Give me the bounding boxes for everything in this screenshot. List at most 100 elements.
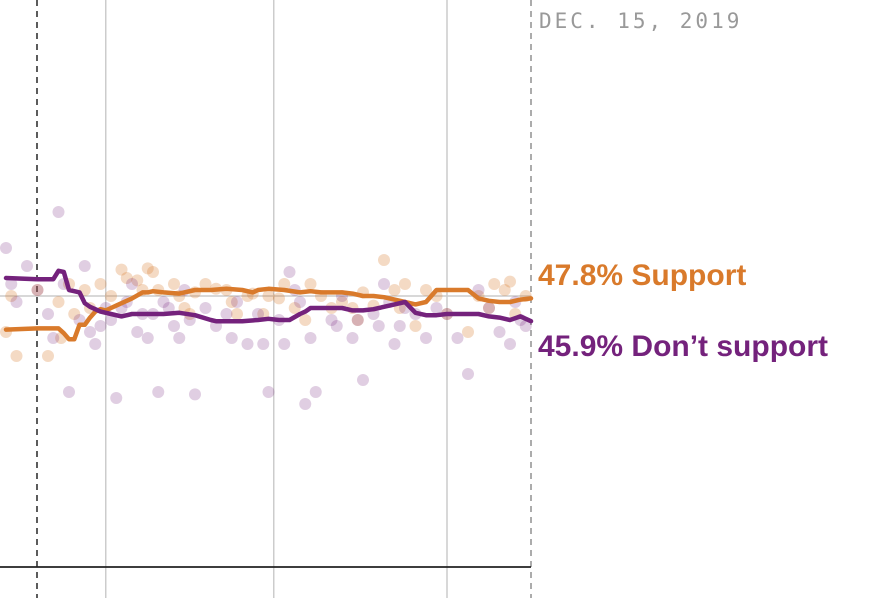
oppose-poll-dot [451,332,464,344]
support-poll-dot [141,262,154,275]
oppose-poll-dot [283,266,296,278]
oppose-poll-dot [262,386,275,398]
support-poll-dot [199,278,212,290]
oppose-poll-dot [110,392,123,404]
support-poll-dot [262,290,275,302]
support-poll-dot [420,284,432,296]
support-poll-dot [131,274,144,287]
oppose-poll-dot [493,326,506,338]
oppose-poll-dot [162,302,175,314]
support-poll-dot [278,278,291,290]
oppose-poll-dot [5,278,18,290]
oppose-poll-dot [31,284,44,296]
gridlines [0,0,531,598]
oppose-poll-dot [241,338,254,350]
oppose-poll-dot [519,320,532,332]
oppose-poll-dot [378,278,390,290]
support-poll-dot [10,350,23,362]
support-poll-dot [31,284,44,296]
support-poll-dot [94,278,107,290]
oppose-poll-dot [430,302,443,314]
oppose-poll-dot [42,308,54,320]
support-poll-dot [68,308,81,320]
oppose-poll-dot [325,314,338,326]
oppose-poll-dot [63,386,75,398]
support-poll-dot [388,284,401,296]
support-poll-dot [42,350,54,362]
support-poll-dot [299,314,312,326]
oppose-poll-dot [462,368,474,380]
oppose-poll-dot [126,278,138,290]
oppose-end-label: 45.9% Don’t support [538,330,828,363]
support-poll-dot [409,320,422,332]
support-poll-dot [488,278,501,290]
oppose-poll-dot [357,374,369,386]
oppose-poll-dot [189,388,201,401]
oppose-poll-dot [330,320,343,332]
oppose-poll-dot [299,398,312,410]
oppose-poll-dot [78,260,91,272]
oppose-poll-dot [304,332,317,344]
support-poll-dot [273,292,285,305]
oppose-poll-dot [220,308,233,320]
oppose-poll-dot [0,242,12,254]
support-poll-dot [351,314,364,326]
support-poll-dot [105,290,117,302]
oppose-poll-dot [225,332,238,344]
support-poll-dot [231,308,243,320]
oppose-poll-dot [52,206,65,218]
oppose-poll-dot [157,296,170,308]
oppose-poll-dot [231,296,243,308]
oppose-poll-dot [257,338,270,350]
oppose-poll-dot [199,302,212,314]
oppose-poll-dot [504,338,516,350]
oppose-poll-dot [84,326,96,338]
oppose-poll-dot [141,332,154,344]
oppose-poll-dot [152,386,165,398]
support-poll-dot [462,326,474,338]
support-poll-dot [336,296,348,308]
support-poll-dot [115,263,128,276]
oppose-trend-line [3,268,534,324]
support-trend-line [3,286,534,342]
oppose-poll-dot [420,332,432,344]
oppose-poll-dot [173,332,186,344]
oppose-poll-dot [372,320,385,332]
oppose-poll-dot [94,320,107,332]
support-poll-dot [483,302,495,314]
support-poll-dot [168,278,180,290]
oppose-poll-dot [278,338,291,350]
support-poll-dot [52,296,65,308]
support-poll-dot [304,278,317,290]
oppose-poll-dot [47,332,60,344]
support-poll-dot [399,278,411,290]
oppose-poll-dot [346,332,359,344]
oppose-poll-dot [131,326,144,338]
poll-dots [0,206,532,410]
oppose-poll-dot [168,320,180,332]
oppose-poll-dot [10,296,23,308]
support-poll-dot [378,254,390,266]
date-label: DEC. 15, 2019 [539,9,742,33]
oppose-poll-dot [393,320,406,332]
support-poll-dot [225,296,238,308]
support-poll-dot [120,272,133,284]
support-poll-dot [504,275,516,288]
oppose-poll-dot [21,260,33,272]
oppose-poll-dot [351,314,364,326]
support-poll-dot [498,284,511,296]
support-poll-dot [288,302,301,314]
oppose-poll-dot [89,338,102,350]
oppose-poll-dot [252,308,264,320]
support-end-label: 47.8% Support [538,259,746,292]
oppose-poll-dot [483,302,495,314]
support-poll-dot [5,290,18,302]
support-poll-dot [147,266,159,278]
oppose-poll-dot [388,338,401,350]
trend-lines [3,268,534,342]
oppose-poll-dot [294,296,306,308]
oppose-poll-dot [472,284,485,296]
oppose-poll-dot [105,314,117,326]
oppose-poll-dot [309,386,322,398]
